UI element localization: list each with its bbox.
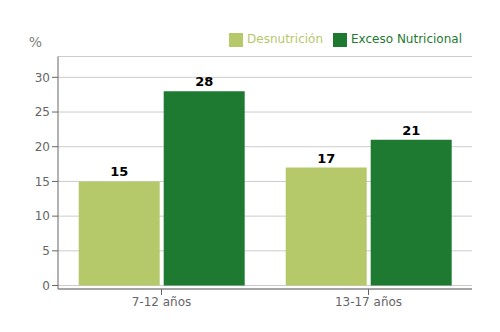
html-text:Desnutrición: Desnutrición <box>247 32 323 46</box>
html-text:Exceso Nutricional: Exceso Nutricional <box>351 32 462 46</box>
svg-text:7-12 años: 7-12 años <box>132 295 192 309</box>
svg-text:0: 0 <box>42 279 50 293</box>
svg-text:20: 20 <box>35 140 50 154</box>
svg-text:17: 17 <box>317 151 335 166</box>
svg-text:%: % <box>29 34 42 50</box>
svg-text:28: 28 <box>195 74 213 89</box>
svg-text:15: 15 <box>35 175 50 189</box>
svg-text:13-17 años: 13-17 años <box>335 295 402 309</box>
svg-text:15: 15 <box>110 164 128 179</box>
svg-text:21: 21 <box>402 123 420 138</box>
svg-text:30: 30 <box>35 71 50 85</box>
svg-text:25: 25 <box>35 105 50 119</box>
svg-text:10: 10 <box>35 209 50 223</box>
svg-text:5: 5 <box>42 244 50 258</box>
